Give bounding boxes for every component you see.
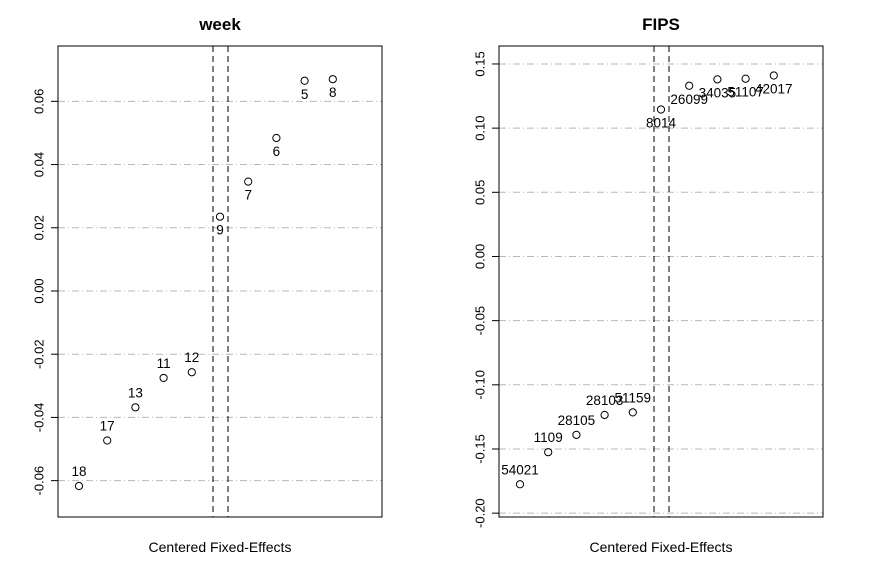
y-tick-label: -0.10 (473, 370, 488, 400)
data-point (300, 76, 309, 85)
gridlines (58, 100, 382, 482)
point-label: 8014 (646, 116, 677, 131)
data-point (272, 133, 281, 143)
point-label: 13 (128, 385, 143, 400)
y-tick-label: -0.15 (473, 434, 488, 464)
point-label: 51159 (615, 390, 652, 405)
y-tick-label: -0.06 (32, 466, 47, 496)
y-tick-label: -0.20 (473, 498, 488, 528)
split-lines (212, 46, 229, 517)
data-point (769, 71, 778, 80)
data-point (628, 408, 637, 417)
data-point (544, 448, 553, 457)
x-axis-label: Centered Fixed-Effects (149, 539, 292, 555)
point-label: 18 (71, 464, 86, 479)
data-point (187, 368, 196, 377)
y-tick-label: 0.05 (473, 180, 488, 205)
data-point (713, 75, 722, 84)
point-label: 12 (184, 350, 199, 365)
plot-frame (57, 45, 383, 518)
point-label: 54021 (501, 462, 539, 477)
y-tick-label: -0.05 (473, 306, 488, 336)
point-label: 7 (244, 188, 252, 203)
panel-title: FIPS (642, 15, 680, 34)
data-point (741, 74, 750, 83)
data-point (572, 430, 581, 439)
panel-title: week (198, 15, 241, 34)
y-tick-label: 0.00 (32, 278, 47, 303)
point-label: 51107 (727, 85, 764, 100)
points: 18 17 13 11 12 9 7 6 5 8 (71, 75, 337, 491)
point-label: 5 (301, 87, 309, 102)
point-label: 17 (100, 419, 115, 434)
data-point (600, 410, 609, 420)
y-tick-label: 0.04 (32, 152, 47, 177)
data-point (131, 403, 140, 412)
y-tick-label: -0.02 (32, 339, 47, 369)
y-axis: -0.06 -0.04 -0.02 0.00 0.02 0.04 0.06 (32, 89, 59, 496)
point-label: 28103 (586, 393, 624, 408)
point-label: 9 (216, 223, 224, 238)
gridlines (499, 63, 823, 514)
data-point (515, 480, 525, 489)
x-axis-label: Centered Fixed-Effects (590, 539, 733, 555)
data-point (103, 436, 112, 445)
point-label: 8 (329, 85, 337, 100)
point-label: 28105 (558, 413, 596, 428)
point-label: 6 (273, 144, 281, 159)
data-point (159, 373, 168, 383)
y-tick-label: 0.02 (32, 215, 47, 240)
point-label: 1109 (534, 430, 563, 445)
y-tick-label: 0.00 (473, 244, 488, 269)
y-tick-label: -0.04 (32, 403, 47, 433)
data-point (215, 212, 225, 221)
split-lines (653, 46, 670, 517)
data-point (328, 75, 337, 84)
y-tick-label: 0.06 (32, 89, 47, 114)
point-label: 11 (157, 356, 171, 371)
point-label: 42017 (755, 82, 793, 97)
panel-week: week -0.06-0.04-0.020.000.020.040.06 181… (32, 15, 383, 555)
data-point (244, 177, 253, 186)
panel-fips: FIPS -0.20 -0.15 -0.10 -0.05 0.00 0.05 0.10 0.1… (473, 15, 824, 555)
y-tick-label: 0.15 (473, 51, 488, 76)
data-point (74, 481, 84, 491)
point-label: 34035 (699, 85, 737, 100)
point-label: 26099 (670, 92, 708, 107)
y-axis: -0.20 -0.15 -0.10 -0.05 0.00 0.05 0.10 0.15 (473, 51, 500, 528)
y-tick-label: 0.10 (473, 115, 488, 140)
data-point (685, 81, 694, 90)
data-point (656, 105, 666, 114)
